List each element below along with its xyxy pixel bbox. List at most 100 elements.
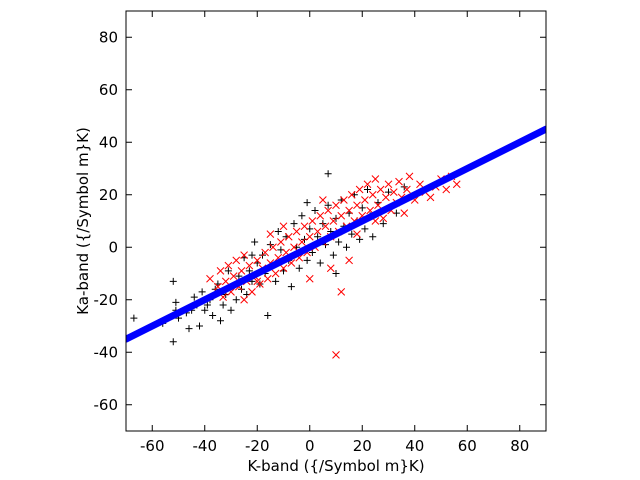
cross-marker-point	[305, 274, 314, 283]
cross-marker-point	[253, 256, 262, 265]
cross-marker-point	[279, 264, 288, 273]
plus-marker-point	[196, 322, 203, 330]
cross-marker-point	[269, 243, 277, 252]
plus-marker-point	[298, 212, 306, 220]
x-tick-label: 40	[405, 437, 424, 455]
x-tick-label: -40	[193, 437, 218, 455]
plus-marker-point	[316, 259, 324, 267]
cross-marker-point	[376, 185, 385, 194]
cross-marker-point	[321, 222, 330, 231]
x-tick-label: -20	[245, 437, 270, 455]
cross-marker-point	[353, 201, 361, 210]
cross-marker-point	[332, 351, 340, 359]
cross-marker-point	[382, 193, 390, 202]
cross-marker-point	[224, 261, 233, 270]
cross-marker-point	[452, 180, 461, 189]
cross-marker-point	[237, 267, 246, 275]
fit-line	[126, 125, 546, 343]
plus-marker-point	[185, 325, 193, 333]
plus-marker-point	[169, 277, 177, 285]
cross-marker-point	[284, 232, 293, 241]
cross-marker-point	[329, 217, 338, 225]
cross-marker-point	[240, 251, 248, 259]
plus-marker-point	[232, 296, 240, 304]
plus-marker-point	[169, 338, 177, 346]
plus-marker-point	[219, 301, 227, 309]
plus-marker-point	[209, 312, 217, 319]
cross-marker-point	[368, 190, 377, 199]
cross-marker-point	[361, 196, 369, 204]
cross-marker-point	[240, 295, 248, 304]
plus-marker-point	[303, 256, 311, 264]
plus-marker-point	[251, 238, 259, 246]
y-tick-label: -40	[94, 343, 119, 361]
plus-marker-point	[172, 298, 180, 306]
cross-marker-point	[363, 180, 372, 189]
cross-marker-point	[316, 211, 325, 220]
plus-marker-point	[198, 288, 206, 296]
cross-marker-point	[379, 214, 388, 223]
cross-marker-point	[216, 267, 225, 275]
plus-marker-point	[201, 306, 209, 314]
plus-marker-point	[272, 277, 280, 285]
cross-marker-point	[405, 172, 414, 181]
x-tick-label: 60	[458, 437, 477, 455]
cross-marker-point	[345, 206, 353, 215]
plus-marker-point	[303, 199, 311, 207]
plus-marker-point	[314, 233, 322, 241]
y-tick-label: 40	[99, 133, 118, 151]
cross-marker-point	[271, 269, 280, 278]
cross-marker-point	[384, 180, 393, 189]
y-tick-label: 0	[108, 238, 118, 256]
plus-marker-point	[217, 317, 224, 325]
cross-marker-point	[248, 288, 256, 296]
plus-marker-point	[335, 238, 343, 246]
cross-marker-point	[221, 277, 230, 286]
cross-marker-point	[355, 185, 364, 194]
plus-marker-point	[324, 201, 332, 209]
cross-marker-point	[337, 211, 346, 220]
cross-marker-point	[347, 190, 356, 199]
plus-marker-point	[290, 220, 298, 228]
cross-marker-point	[232, 256, 241, 265]
cross-marker-point	[277, 238, 285, 246]
x-tick-label: 20	[353, 437, 372, 455]
cross-marker-point	[206, 274, 214, 283]
plus-marker-point	[287, 283, 295, 291]
x-tick-label: -60	[140, 437, 165, 455]
cross-marker-point	[229, 272, 238, 280]
plus-marker-point	[364, 186, 371, 193]
cross-marker-point	[308, 217, 317, 225]
plus-marker-point	[361, 225, 369, 233]
plus-marker-point	[227, 306, 235, 314]
y-tick-label: -20	[94, 291, 119, 309]
cross-marker-point	[426, 193, 435, 202]
cross-marker-point	[371, 175, 380, 183]
plot-frame	[125, 10, 547, 432]
cross-marker-point	[253, 277, 262, 286]
cross-marker-point	[374, 201, 382, 210]
plus-marker-point	[343, 243, 350, 251]
cross-marker-point	[442, 185, 451, 194]
plus-marker-point	[203, 301, 211, 309]
plus-marker-point	[295, 264, 303, 272]
cross-marker-point	[416, 180, 424, 189]
y-tick-label: -60	[94, 396, 119, 414]
cross-marker-point	[326, 264, 335, 273]
cross-marker-point	[292, 227, 301, 236]
plus-marker-point	[190, 293, 198, 301]
cross-marker-point	[400, 209, 409, 217]
y-tick-label: 60	[99, 81, 118, 99]
cross-marker-point	[332, 201, 340, 210]
cross-marker-point	[337, 288, 346, 296]
cross-marker-point	[389, 188, 398, 196]
plus-marker-point	[224, 267, 232, 275]
cross-marker-point	[298, 238, 306, 246]
plus-marker-point	[348, 230, 356, 238]
plus-marker-point	[245, 267, 253, 275]
plus-marker-point	[274, 228, 282, 235]
cross-marker-point	[290, 243, 298, 252]
cross-marker-point	[403, 185, 411, 194]
